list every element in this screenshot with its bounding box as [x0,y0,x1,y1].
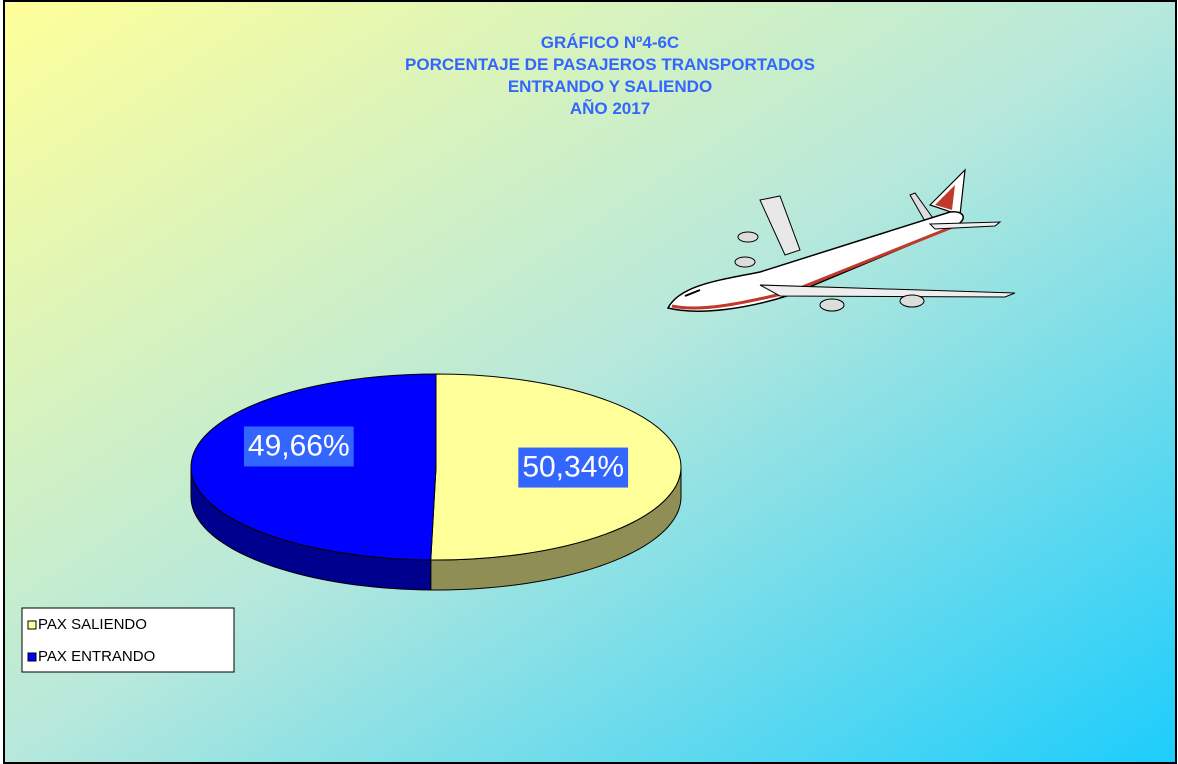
legend-label: PAX ENTRANDO [38,648,155,665]
airplane-illustration [666,168,1016,312]
legend-swatch [27,620,37,630]
legend-box [21,607,235,673]
legend: PAX SALIENDO PAX ENTRANDO [27,616,155,665]
value-label-box [518,447,629,488]
legend-label: PAX SALIENDO [38,616,147,633]
value-label: 49,66% [248,429,350,462]
value-label: 50,34% [522,450,624,483]
pie: 50,34% 49,66% [190,373,682,591]
chart-title: PORCENTAJE DE PASAJEROS TRANSPORTADOS [405,55,815,74]
chart-title: AÑO 2017 [570,98,650,118]
legend-swatch [27,652,37,662]
slice [190,373,437,561]
value-label-box [243,426,354,467]
chart-title: GRÁFICO Nº4-6C [541,33,679,52]
chart-title: ENTRANDO Y SALIENDO [508,77,712,96]
